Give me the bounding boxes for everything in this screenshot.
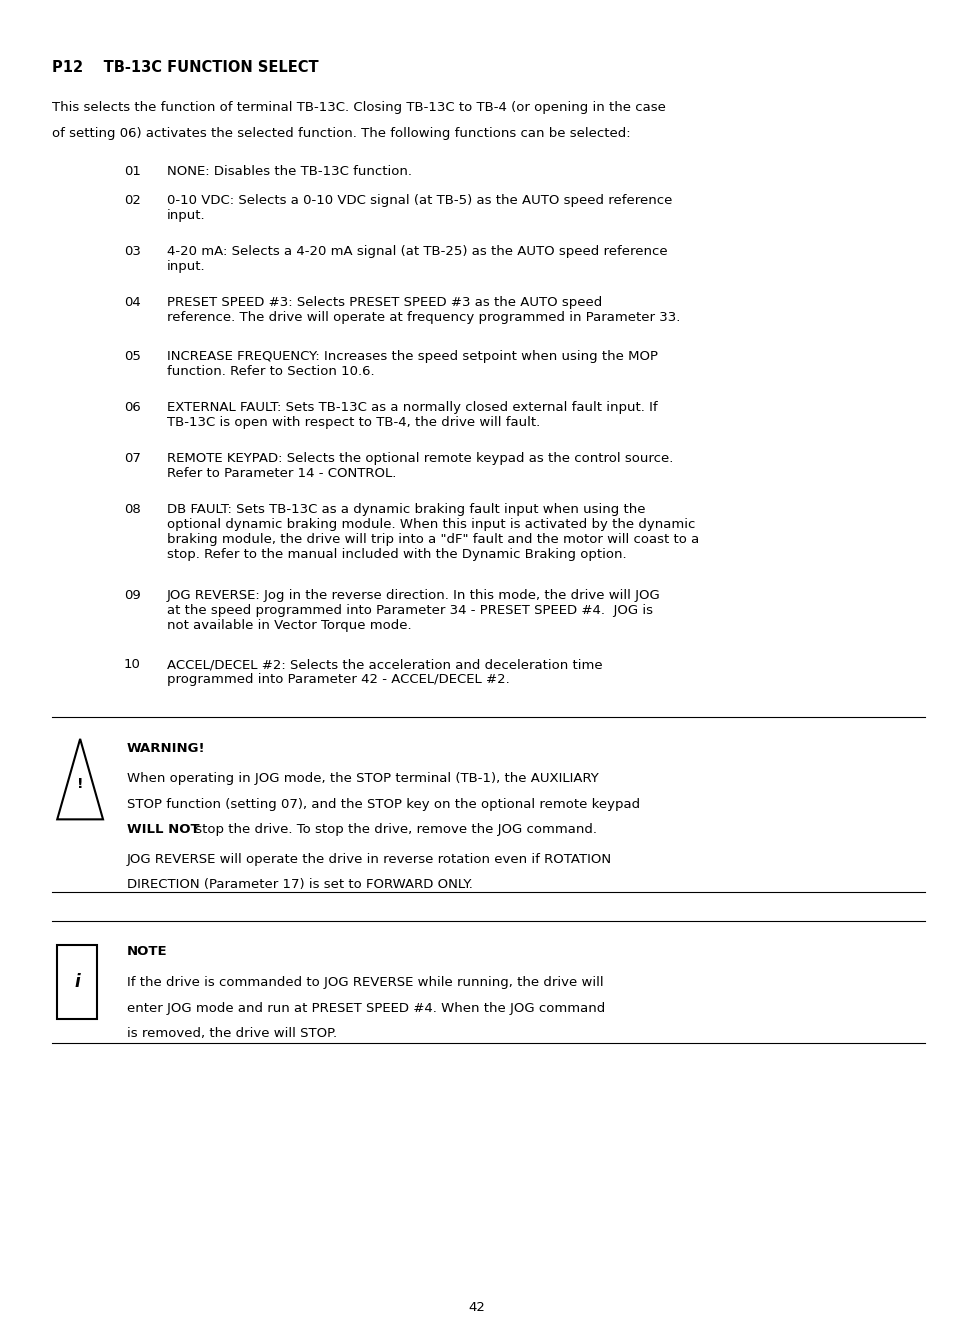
- Text: JOG REVERSE: Jog in the reverse direction. In this mode, the drive will JOG
at t: JOG REVERSE: Jog in the reverse directio…: [167, 589, 660, 632]
- Text: 08: 08: [124, 503, 141, 516]
- Text: 10: 10: [124, 658, 141, 672]
- Text: 4-20 mA: Selects a 4-20 mA signal (at TB-25) as the AUTO speed reference
input.: 4-20 mA: Selects a 4-20 mA signal (at TB…: [167, 245, 667, 274]
- Text: NONE: Disables the TB-13C function.: NONE: Disables the TB-13C function.: [167, 165, 412, 178]
- Text: 42: 42: [468, 1301, 485, 1314]
- Text: !: !: [77, 778, 83, 791]
- Text: This selects the function of terminal TB-13C. Closing TB-13C to TB-4 (or opening: This selects the function of terminal TB…: [52, 101, 665, 114]
- Text: PRESET SPEED #3: Selects PRESET SPEED #3 as the AUTO speed
reference. The drive : PRESET SPEED #3: Selects PRESET SPEED #3…: [167, 296, 679, 325]
- Text: REMOTE KEYPAD: Selects the optional remote keypad as the control source.
Refer t: REMOTE KEYPAD: Selects the optional remo…: [167, 452, 673, 480]
- Text: JOG REVERSE will operate the drive in reverse rotation even if ROTATION: JOG REVERSE will operate the drive in re…: [127, 853, 612, 866]
- Text: If the drive is commanded to JOG REVERSE while running, the drive will: If the drive is commanded to JOG REVERSE…: [127, 976, 603, 990]
- Text: STOP function (setting 07), and the STOP key on the optional remote keypad: STOP function (setting 07), and the STOP…: [127, 798, 639, 811]
- Text: i: i: [74, 974, 80, 991]
- Text: WILL NOT: WILL NOT: [127, 823, 199, 837]
- Text: DB FAULT: Sets TB-13C as a dynamic braking fault input when using the
optional d: DB FAULT: Sets TB-13C as a dynamic braki…: [167, 503, 699, 561]
- Text: enter JOG mode and run at PRESET SPEED #4. When the JOG command: enter JOG mode and run at PRESET SPEED #…: [127, 1002, 604, 1015]
- Text: 03: 03: [124, 245, 141, 259]
- Text: DIRECTION (Parameter 17) is set to FORWARD ONLY.: DIRECTION (Parameter 17) is set to FORWA…: [127, 878, 473, 892]
- Text: EXTERNAL FAULT: Sets TB-13C as a normally closed external fault input. If
TB-13C: EXTERNAL FAULT: Sets TB-13C as a normall…: [167, 401, 657, 429]
- Text: INCREASE FREQUENCY: Increases the speed setpoint when using the MOP
function. Re: INCREASE FREQUENCY: Increases the speed …: [167, 350, 658, 378]
- Text: 0-10 VDC: Selects a 0-10 VDC signal (at TB-5) as the AUTO speed reference
input.: 0-10 VDC: Selects a 0-10 VDC signal (at …: [167, 194, 672, 223]
- Text: 09: 09: [124, 589, 141, 602]
- Text: WARNING!: WARNING!: [127, 742, 205, 755]
- Text: 06: 06: [124, 401, 141, 414]
- Text: 04: 04: [124, 296, 141, 310]
- Text: 07: 07: [124, 452, 141, 465]
- Text: of setting 06) activates the selected function. The following functions can be s: of setting 06) activates the selected fu…: [52, 127, 631, 141]
- Text: is removed, the drive will STOP.: is removed, the drive will STOP.: [127, 1027, 336, 1041]
- Text: 02: 02: [124, 194, 141, 208]
- Text: P12    TB-13C FUNCTION SELECT: P12 TB-13C FUNCTION SELECT: [52, 60, 318, 75]
- Text: NOTE: NOTE: [127, 945, 168, 959]
- Text: stop the drive. To stop the drive, remove the JOG command.: stop the drive. To stop the drive, remov…: [191, 823, 597, 837]
- Text: 05: 05: [124, 350, 141, 363]
- Text: 01: 01: [124, 165, 141, 178]
- Text: ACCEL/DECEL #2: Selects the acceleration and deceleration time
programmed into P: ACCEL/DECEL #2: Selects the acceleration…: [167, 658, 602, 687]
- Text: When operating in JOG mode, the STOP terminal (TB-1), the AUXILIARY: When operating in JOG mode, the STOP ter…: [127, 772, 598, 786]
